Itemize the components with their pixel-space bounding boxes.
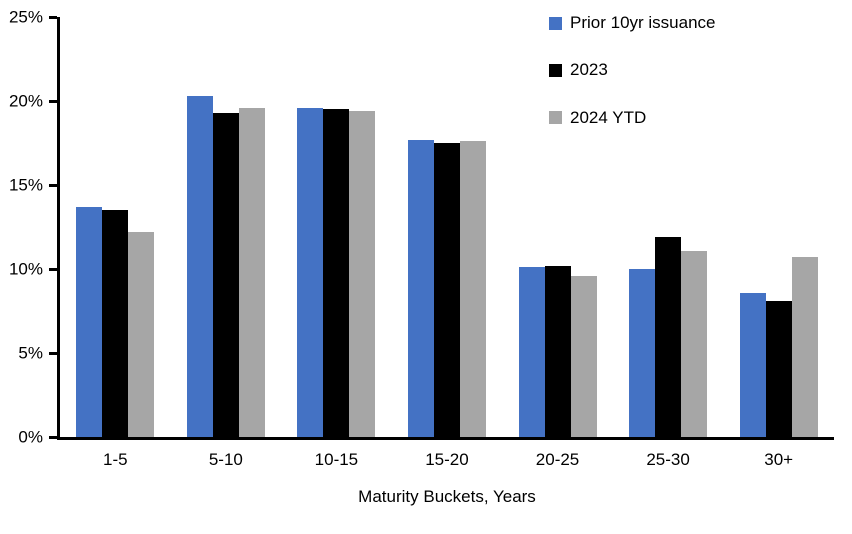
bar-group-10-15 [297,17,376,437]
legend-item-prior-10yr-issuance: Prior 10yr issuance [549,13,716,33]
y-tick-label: 0% [18,427,43,447]
legend-swatch-icon [549,64,562,78]
y-axis-tick [49,351,57,355]
bar-prior-10yr-issuance-1-5 [76,206,103,437]
bar-prior-10yr-issuance-15-20 [407,139,434,437]
bar-prior-10yr-issuance-25-30 [629,269,656,437]
bar-2023-25-30 [655,237,682,437]
legend-label: 2024 YTD [570,107,647,127]
bar-2024-ytd-30+ [791,257,818,437]
y-axis-tick [49,267,57,271]
y-tick-label: 25% [8,7,43,27]
bar-group-25-30 [629,17,708,437]
legend-label: Prior 10yr issuance [570,13,716,32]
bar-2024-ytd-15-20 [459,141,486,437]
y-axis-ticks [49,15,834,439]
bar-group-30+ [739,17,818,437]
bar-2023-30+ [765,300,792,437]
bar-2024-ytd-1-5 [128,232,155,437]
bar-2023-5-10 [212,112,239,437]
bar-2024-ytd-25-30 [681,250,708,437]
x-axis-labels: 1-5 5-10 10-15 15-20 20-25 25-30 30+ [60,450,834,470]
bar-2023-20-25 [544,265,571,437]
x-tick-label: 20-25 [535,450,580,469]
y-tick-label: 20% [8,91,43,111]
x-axis-title: Maturity Buckets, Years [358,487,536,506]
x-tick-label: 10-15 [314,450,359,469]
legend-label: 2023 [570,60,608,80]
bar-prior-10yr-issuance-30+ [739,292,766,437]
bar-2024-ytd-5-10 [238,107,265,437]
y-axis-tick [49,99,57,103]
bar-group-5-10 [186,17,265,437]
legend-item-2023: 2023 [549,60,716,80]
legend: Prior 10yr issuance 2023 2024 YTD [549,13,716,128]
bar-2024-ytd-20-25 [570,275,597,437]
y-axis-tick [49,15,57,19]
x-tick-label: 30+ [764,450,794,469]
bar-2023-10-15 [323,109,350,437]
bar-prior-10yr-issuance-10-15 [297,107,324,437]
bar-prior-10yr-issuance-5-10 [186,95,213,437]
bar-2023-1-5 [102,210,129,437]
bar-group-15-20 [407,17,486,437]
bar-group-20-25 [518,17,597,437]
x-tick-label: 15-20 [425,450,469,469]
y-tick-label: 5% [18,343,43,363]
x-tick-label: 5-10 [208,450,243,469]
plot-area [49,15,834,440]
y-axis-tick [49,183,57,187]
bar-2024-ytd-10-15 [349,111,376,437]
y-tick-label: 10% [8,259,43,279]
x-tick-label: 1-5 [102,450,128,469]
bar-2023-15-20 [433,143,460,437]
x-tick-label: 25-30 [646,450,690,469]
y-tick-label: 15% [8,175,43,195]
bar-group-1-5 [76,17,155,437]
y-axis-labels: 0% 5% 10% 15% 20% 25% [0,9,49,446]
legend-swatch-icon [549,16,562,30]
bar-prior-10yr-issuance-20-25 [518,267,545,437]
legend-swatch-icon [549,111,562,125]
y-axis-tick [49,435,57,439]
bar-groups [60,17,834,437]
legend-item-2024-ytd: 2024 YTD [549,108,716,128]
